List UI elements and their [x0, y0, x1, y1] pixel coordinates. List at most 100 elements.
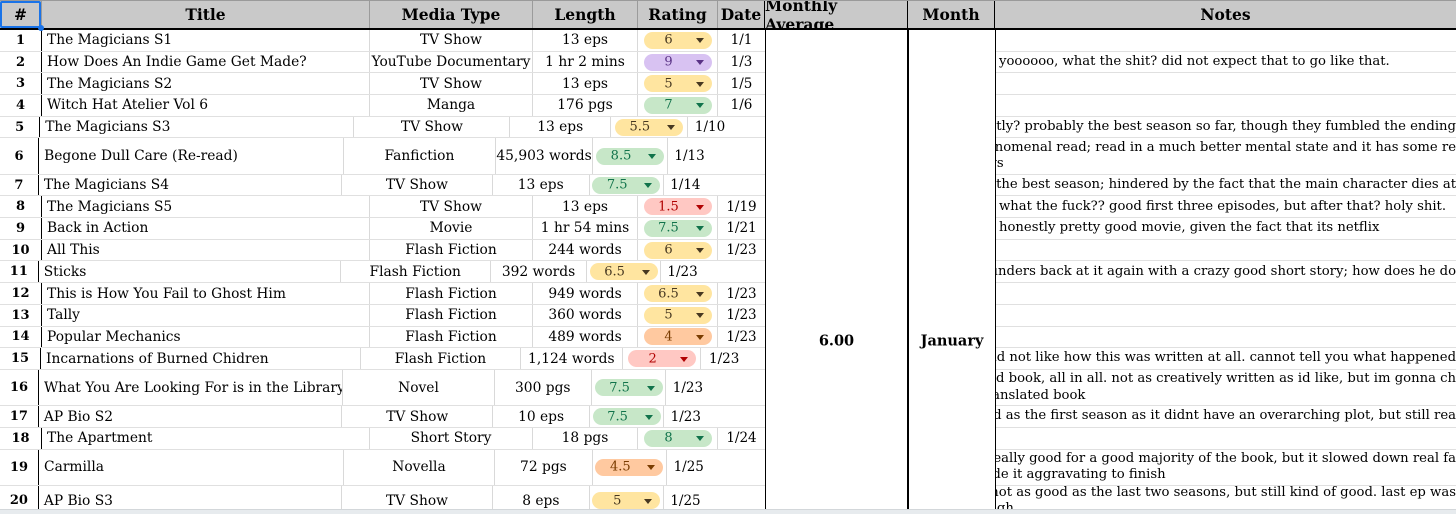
notes-cell[interactable] — [995, 73, 1456, 94]
header-cell-monthly-average[interactable]: Monthly Average — [765, 1, 908, 34]
date-cell[interactable]: 1/23 — [726, 242, 757, 259]
rating-dropdown[interactable]: 8.5 — [596, 147, 665, 165]
length-cell[interactable]: 176 pgs — [533, 95, 638, 116]
date-cell[interactable]: 1/23 — [670, 408, 701, 425]
date-cell[interactable]: 1/14 — [670, 177, 701, 194]
title-cell[interactable]: The Magicians S3 — [40, 116, 355, 138]
notes-cell[interactable] — [995, 305, 1456, 326]
rating-dropdown[interactable]: 4.5 — [595, 458, 664, 476]
rating-dropdown[interactable]: 5.5 — [614, 118, 683, 136]
length-cell[interactable]: 45,903 words — [496, 138, 594, 174]
length-cell[interactable]: 10 eps — [493, 406, 591, 427]
header-cell-rating[interactable]: Rating — [638, 1, 718, 28]
length-cell[interactable]: 18 pgs — [533, 427, 638, 449]
header-cell-length[interactable]: Length — [533, 1, 638, 28]
rating-cell[interactable]: 6 — [638, 30, 718, 51]
notes-cell[interactable]: still a phenomenal read; read in a much … — [925, 138, 1456, 173]
media-type-cell[interactable]: Flash Fiction — [370, 304, 533, 326]
title-cell[interactable]: Incarnations of Burned Chidren — [41, 348, 362, 369]
row-number-cell[interactable]: 18 — [0, 427, 42, 449]
length-cell[interactable]: 13 eps — [510, 116, 611, 138]
length-cell[interactable]: 360 words — [533, 304, 638, 326]
date-cell[interactable]: 1/3 — [730, 54, 753, 71]
rating-cell[interactable]: 8 — [638, 427, 718, 449]
rating-cell[interactable]: 7.5 — [590, 406, 665, 427]
notes-cell[interactable]: what the fuck?? good first three episode… — [995, 196, 1456, 217]
media-type-cell[interactable]: Flash Fiction — [370, 239, 533, 261]
media-type-cell[interactable]: TV Show — [370, 73, 533, 95]
header-cell-media-type[interactable]: Media Type — [370, 1, 533, 28]
length-cell[interactable]: 13 eps — [533, 73, 638, 95]
length-cell[interactable]: 1 hr 54 mins — [533, 218, 638, 239]
date-cell[interactable]: 1/25 — [673, 459, 704, 476]
notes-cell[interactable]: not as good as the first season as it di… — [920, 406, 1456, 427]
media-type-cell[interactable]: TV Show — [342, 174, 493, 196]
date-cell[interactable]: 1/23 — [667, 263, 698, 280]
length-cell[interactable]: 489 words — [533, 326, 638, 348]
rating-dropdown[interactable]: 7.5 — [594, 379, 663, 397]
title-cell[interactable]: Tally — [42, 304, 370, 326]
row-number-cell[interactable]: 8 — [0, 196, 42, 218]
notes-cell[interactable]: pretty good book, all in all. not as cre… — [923, 370, 1456, 405]
row-number-cell[interactable]: 15 — [0, 348, 42, 369]
notes-cell[interactable]: honestly? probably the best season so fa… — [953, 117, 1456, 138]
length-cell[interactable]: 300 pgs — [495, 369, 592, 406]
title-cell[interactable]: The Apartment — [42, 427, 370, 449]
title-cell[interactable]: Sticks — [39, 261, 341, 283]
length-cell[interactable]: 392 words — [491, 261, 588, 283]
rating-dropdown[interactable]: 7.5 — [592, 176, 661, 194]
notes-cell[interactable]: George Saunders back at it again with a … — [916, 261, 1456, 282]
header-cell-notes[interactable]: Notes — [995, 1, 1456, 28]
rating-cell[interactable]: 8.5 — [593, 138, 668, 174]
row-number-cell[interactable]: 7 — [0, 174, 39, 196]
media-type-cell[interactable]: Manga — [370, 95, 533, 116]
notes-cell[interactable] — [995, 283, 1456, 304]
rating-cell[interactable]: 7.5 — [590, 174, 664, 196]
notes-cell[interactable] — [995, 240, 1456, 261]
notes-cell[interactable]: i did not like how this was written at a… — [972, 348, 1456, 369]
notes-cell[interactable]: honestly pretty good movie, given the fa… — [995, 218, 1456, 239]
media-type-cell[interactable]: YouTube Documentary — [370, 51, 533, 73]
date-cell[interactable]: 1/23 — [726, 285, 757, 302]
monthly-average-merged-cell[interactable]: 6.00 — [765, 30, 908, 514]
date-cell[interactable]: 1/23 — [708, 350, 740, 367]
length-cell[interactable]: 8 eps — [493, 485, 590, 514]
length-cell[interactable]: 244 words — [533, 239, 638, 261]
date-cell[interactable]: 1/19 — [726, 198, 757, 215]
header-cell-date[interactable]: Date — [718, 1, 765, 28]
media-type-cell[interactable]: TV Show — [370, 30, 533, 51]
rating-cell[interactable]: 5 — [590, 485, 664, 514]
row-number-cell[interactable]: 6 — [0, 138, 40, 174]
title-cell[interactable]: Witch Hat Atelier Vol 6 — [42, 95, 370, 116]
length-cell[interactable]: 13 eps — [533, 196, 638, 218]
rating-cell[interactable]: 4 — [638, 326, 718, 348]
title-cell[interactable]: All This — [42, 239, 370, 261]
media-type-cell[interactable]: Flash Fiction — [341, 261, 491, 283]
media-type-cell[interactable]: Novel — [343, 369, 495, 406]
rating-dropdown[interactable]: 6.5 — [589, 263, 658, 281]
title-cell[interactable]: The Magicians S1 — [42, 30, 370, 51]
title-cell[interactable]: What You Are Looking For is in the Libra… — [39, 369, 344, 406]
rating-cell[interactable]: 9 — [638, 51, 718, 73]
notes-cell[interactable] — [995, 428, 1456, 449]
row-number-cell[interactable]: 1 — [0, 30, 42, 51]
date-cell[interactable]: 1/1 — [730, 32, 753, 49]
notes-cell[interactable] — [995, 327, 1456, 348]
date-cell[interactable]: 1/21 — [726, 220, 757, 237]
date-cell[interactable]: 1/23 — [726, 328, 757, 345]
header-cell-title[interactable]: Title — [42, 1, 370, 28]
rating-cell[interactable]: 5.5 — [611, 116, 688, 138]
date-cell[interactable]: 1/25 — [670, 492, 701, 509]
media-type-cell[interactable]: Fanfiction — [344, 138, 496, 174]
media-type-cell[interactable]: Movie — [370, 218, 533, 239]
header-cell-month[interactable]: Month — [908, 1, 995, 28]
notes-cell[interactable]: yoooooo, what the shit? did not expect t… — [995, 52, 1456, 73]
title-cell[interactable]: Popular Mechanics — [42, 326, 370, 348]
rating-cell[interactable]: 4.5 — [593, 449, 667, 485]
rating-cell[interactable]: 5 — [638, 304, 718, 326]
notes-cell[interactable]: this was really good for a good majority… — [924, 450, 1456, 485]
rating-dropdown[interactable]: 5 — [643, 75, 712, 93]
rating-dropdown[interactable]: 6 — [643, 241, 712, 259]
row-number-cell[interactable]: 4 — [0, 95, 42, 116]
title-cell[interactable]: The Magicians S4 — [39, 174, 343, 196]
